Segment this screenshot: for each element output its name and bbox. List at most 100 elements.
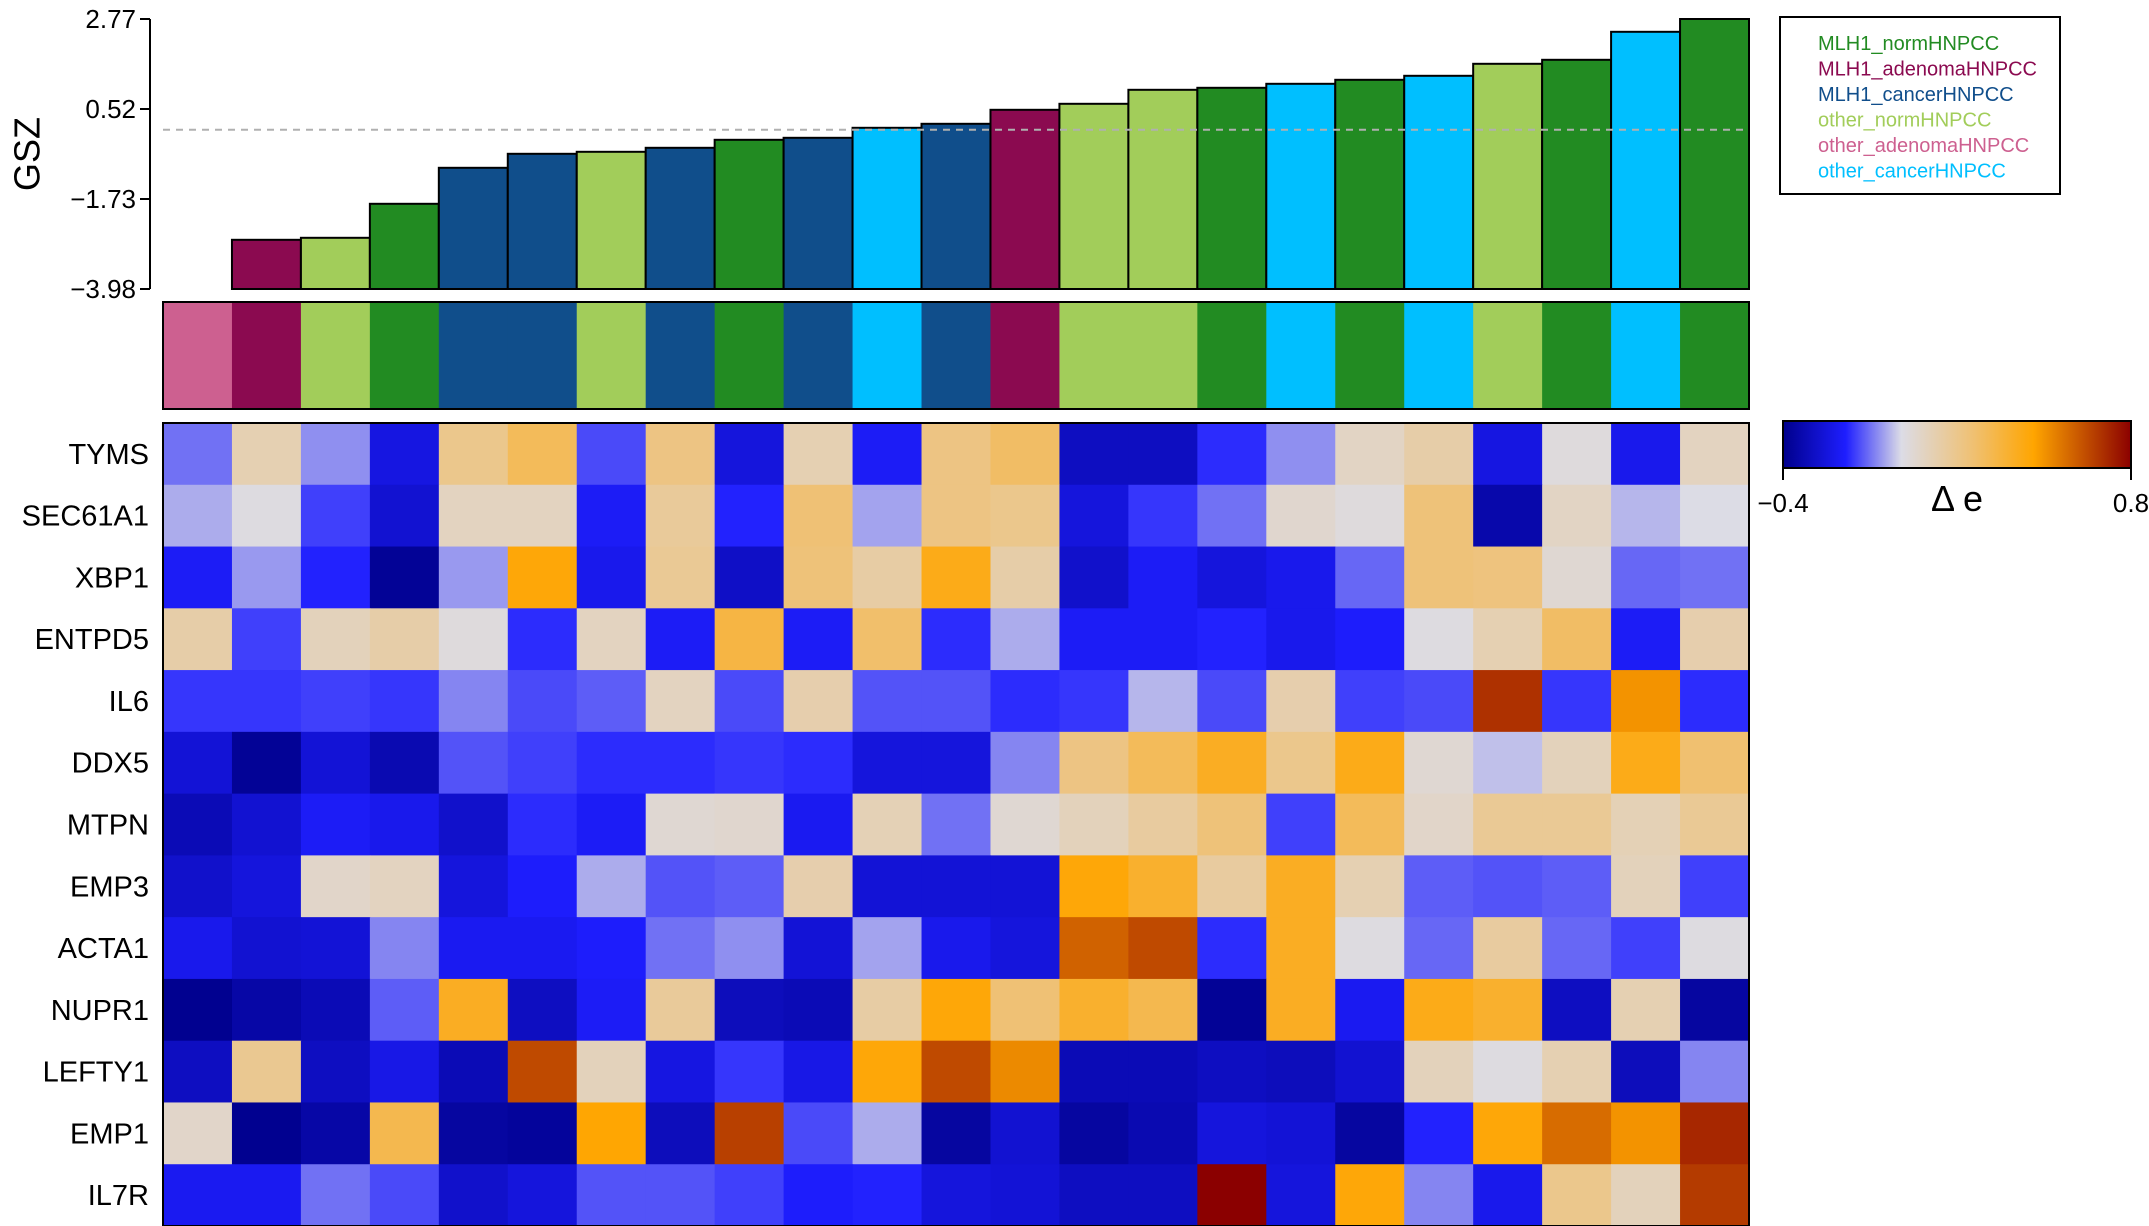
bar (1679, 18, 1750, 290)
bar (1334, 78, 1406, 290)
group-cell (231, 302, 302, 409)
heatmap-cell (576, 917, 647, 980)
heatmap-cell (369, 731, 440, 795)
heatmap-cell (783, 1040, 854, 1104)
heatmap-cell (1473, 917, 1543, 980)
heatmap-cell (1128, 608, 1198, 671)
group-strip (163, 302, 1750, 409)
group-cell (300, 302, 371, 409)
heatmap-cell (300, 917, 371, 980)
heatmap-cell (1473, 1040, 1543, 1104)
heatmap-cell (507, 484, 578, 548)
heatmap-cell (1059, 1102, 1129, 1165)
group-cell (163, 302, 233, 409)
heatmap-cell (714, 1102, 785, 1165)
heatmap-cell (1197, 793, 1267, 856)
heatmap-cell (1128, 855, 1198, 918)
heatmap-cell (1404, 608, 1474, 671)
heatmap-cell (783, 670, 854, 733)
heatmap-cell (1542, 484, 1612, 548)
group-cell (369, 302, 440, 409)
colorbar-gradient (1782, 420, 2132, 469)
heatmap-cell (1680, 1040, 1750, 1104)
heatmap-cell (300, 670, 371, 733)
heatmap-cell (163, 608, 233, 671)
heatmap-cell (1335, 670, 1405, 733)
heatmap-cell (163, 1040, 233, 1104)
heatmap-cell (1680, 793, 1750, 856)
heatmap-cell (990, 608, 1061, 671)
heatmap-cell (714, 793, 785, 856)
heatmap-cell (576, 731, 647, 795)
heatmap-cell (231, 1102, 302, 1165)
heatmap-cell (783, 608, 854, 671)
heatmap-cell (852, 978, 923, 1042)
heatmap-cell (1197, 1040, 1267, 1104)
heatmap-cell (1542, 978, 1612, 1042)
y-tick-label: −3.98 (70, 274, 136, 304)
heatmap-cell (576, 1102, 647, 1165)
heatmap-cell (576, 546, 647, 609)
heatmap-cell (1335, 731, 1405, 795)
heatmap-cell (714, 917, 785, 980)
heatmap-cell (300, 423, 371, 486)
heatmap-cell (507, 608, 578, 671)
bar (920, 122, 992, 290)
heatmap-cell (1473, 546, 1543, 609)
colorbar-min-label: −0.4 (1757, 488, 1808, 518)
heatmap-cell (1611, 855, 1681, 918)
heatmap-cell (1404, 978, 1474, 1042)
heatmap-cell (783, 855, 854, 918)
heatmap-cell (1404, 670, 1474, 733)
heatmap-cell (369, 855, 440, 918)
heatmap-cell (231, 978, 302, 1042)
heatmap-cell (369, 484, 440, 548)
y-axis-label: GSZ (7, 117, 48, 191)
group-cell (852, 302, 923, 409)
heatmap-cell (714, 484, 785, 548)
bar (1472, 62, 1544, 290)
heatmap (163, 423, 1750, 1226)
heatmap-cell (1266, 546, 1336, 609)
heatmap-cell (576, 1040, 647, 1104)
heatmap-cell (1542, 1164, 1612, 1226)
heatmap-cell (300, 484, 371, 548)
heatmap-cell (1335, 1102, 1405, 1165)
heatmap-cell (300, 546, 371, 609)
heatmap-cell (1197, 423, 1267, 486)
heatmap-cell (852, 1102, 923, 1165)
heatmap-cell (369, 1102, 440, 1165)
heatmap-cell (852, 917, 923, 980)
heatmap-cell (1542, 670, 1612, 733)
heatmap-cell (1611, 423, 1681, 486)
heatmap-cell (1335, 978, 1405, 1042)
gene-label: DDX5 (72, 748, 149, 780)
heatmap-cell (300, 731, 371, 795)
heatmap-cell (1059, 484, 1129, 548)
colorbar-title: Δ e (1931, 478, 1983, 519)
heatmap-cell (1404, 546, 1474, 609)
heatmap-cell (369, 1040, 440, 1104)
legend-box (1779, 16, 2061, 195)
heatmap-cell (990, 1040, 1061, 1104)
heatmap-cell (921, 1164, 992, 1226)
heatmap-cell (645, 484, 716, 548)
heatmap-cell (1335, 917, 1405, 980)
bar (1196, 86, 1268, 290)
legend: MLH1_normHNPCC MLH1_adenomaHNPCC MLH1_canc… (1779, 16, 2061, 195)
heatmap-cell (576, 978, 647, 1042)
heatmap-cell (438, 1102, 509, 1165)
heatmap-cell (1059, 1164, 1129, 1226)
heatmap-cell (1542, 793, 1612, 856)
heatmap-cell (990, 546, 1061, 609)
heatmap-cell (921, 855, 992, 918)
heatmap-cell (714, 1040, 785, 1104)
heatmap-cell (990, 855, 1061, 918)
heatmap-cell (1059, 731, 1129, 795)
heatmap-cell (645, 978, 716, 1042)
bars (230, 18, 1750, 291)
bar (644, 146, 716, 290)
gene-labels: TYMS SEC61A1 XBP1 ENTPD5 IL6 DDX5 MTPN EMP3 ACTA… (22, 439, 149, 1212)
heatmap-cell (714, 978, 785, 1042)
heatmap-cell (163, 731, 233, 795)
